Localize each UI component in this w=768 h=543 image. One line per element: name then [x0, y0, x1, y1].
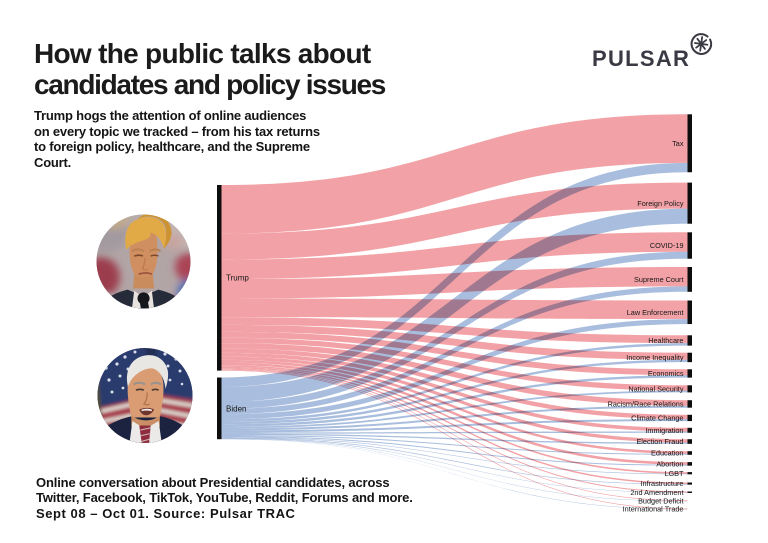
- svg-text:International Trade: International Trade: [623, 505, 684, 514]
- svg-text:Supreme Court: Supreme Court: [634, 275, 683, 284]
- svg-text:Trump: Trump: [226, 274, 249, 283]
- svg-text:COVID-19: COVID-19: [650, 241, 684, 250]
- svg-text:Biden: Biden: [226, 404, 246, 413]
- svg-text:Education: Education: [651, 449, 683, 458]
- svg-text:Healthcare: Healthcare: [648, 336, 683, 345]
- svg-text:Tax: Tax: [672, 139, 684, 148]
- svg-text:Law Enforcement: Law Enforcement: [627, 308, 684, 317]
- svg-text:Foreign Policy: Foreign Policy: [637, 199, 684, 208]
- svg-text:Budget Deficit: Budget Deficit: [638, 497, 683, 506]
- svg-text:National Security: National Security: [628, 385, 684, 394]
- svg-text:Immigration: Immigration: [645, 426, 683, 435]
- svg-text:Election Fraud: Election Fraud: [636, 437, 683, 446]
- svg-text:LGBT: LGBT: [664, 469, 684, 478]
- svg-text:Economics: Economics: [648, 369, 684, 378]
- svg-text:Climate Change: Climate Change: [631, 414, 683, 423]
- svg-text:2nd Amendment: 2nd Amendment: [630, 488, 683, 497]
- svg-text:Abortion: Abortion: [656, 460, 683, 469]
- svg-text:Infrastructure: Infrastructure: [641, 479, 684, 488]
- svg-text:Income Inequality: Income Inequality: [626, 353, 684, 362]
- svg-text:Racism/Race Relations: Racism/Race Relations: [608, 400, 684, 409]
